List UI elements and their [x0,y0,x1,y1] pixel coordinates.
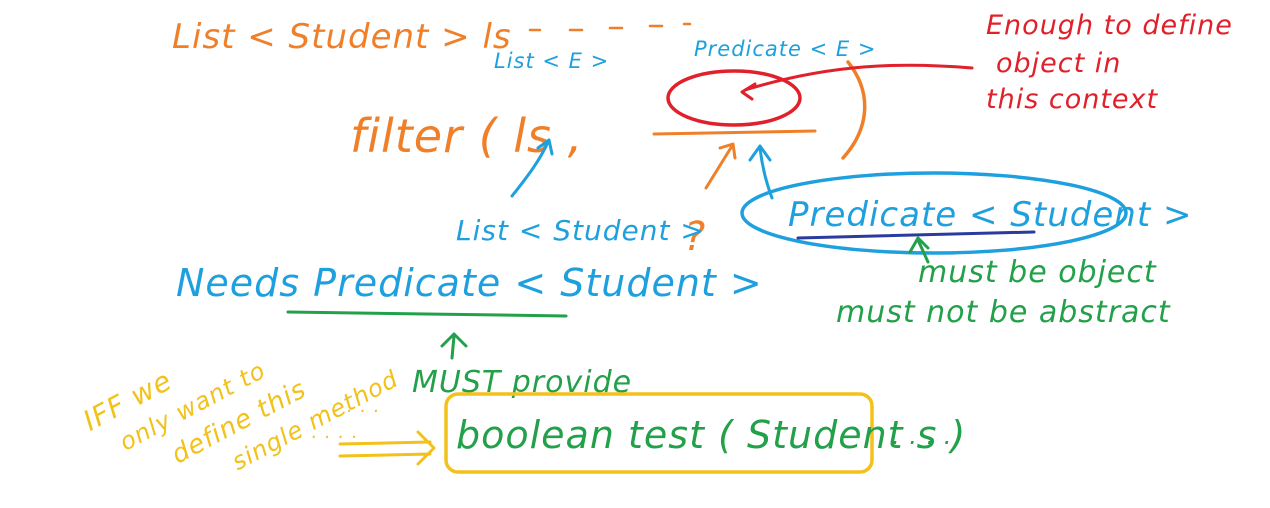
iff-dots-upper: . . . . . [320,396,381,417]
yellow-double-arrow [338,430,436,466]
iff-dots-lower: . . . . . [298,422,359,443]
enough-to-define-text: Enough to define [986,10,1233,41]
orange-arrow-up [704,142,737,190]
list-e-text: List < E > [494,49,609,73]
must-be-object-text: must be object [918,255,1157,290]
red-ellipse [666,69,802,127]
predicate-student-text: Predicate < Student > [788,195,1192,235]
red-arrow-line [740,63,974,101]
navy-underline [796,230,1036,240]
blue-ellipse [740,171,1128,255]
needs-predicate-text: Needs Predicate < Student > [176,261,763,305]
boolean-test-text: boolean test ( Student s ) [456,413,966,457]
green-arrow-to-predicate [908,236,930,264]
green-underline-needs [286,310,568,318]
list-student-text: List < Student > [456,214,705,247]
green-arrow-up [440,332,468,360]
orange-dash-trail [528,22,692,32]
object-in-text: object in [996,48,1121,79]
list-student-ls-text: List < Student > ls [172,17,512,57]
must-not-abstract-text: must not be abstract [836,295,1171,330]
question-mark: ? [684,214,706,260]
predicate-e-text: Predicate < E > [694,37,876,61]
trailing-dots: . . . . [892,422,952,450]
orange-blank-underline [652,129,817,136]
iff-note: IFF we only want to define this single m… [78,356,404,476]
filter-call-text: filter ( ls , [350,109,583,163]
this-context-text: this context [986,84,1159,115]
yellow-box [444,392,874,474]
blue-arrow-to-ls [510,138,554,198]
orange-close-paren [841,60,867,160]
blue-arrow-to-predicate [748,144,774,200]
